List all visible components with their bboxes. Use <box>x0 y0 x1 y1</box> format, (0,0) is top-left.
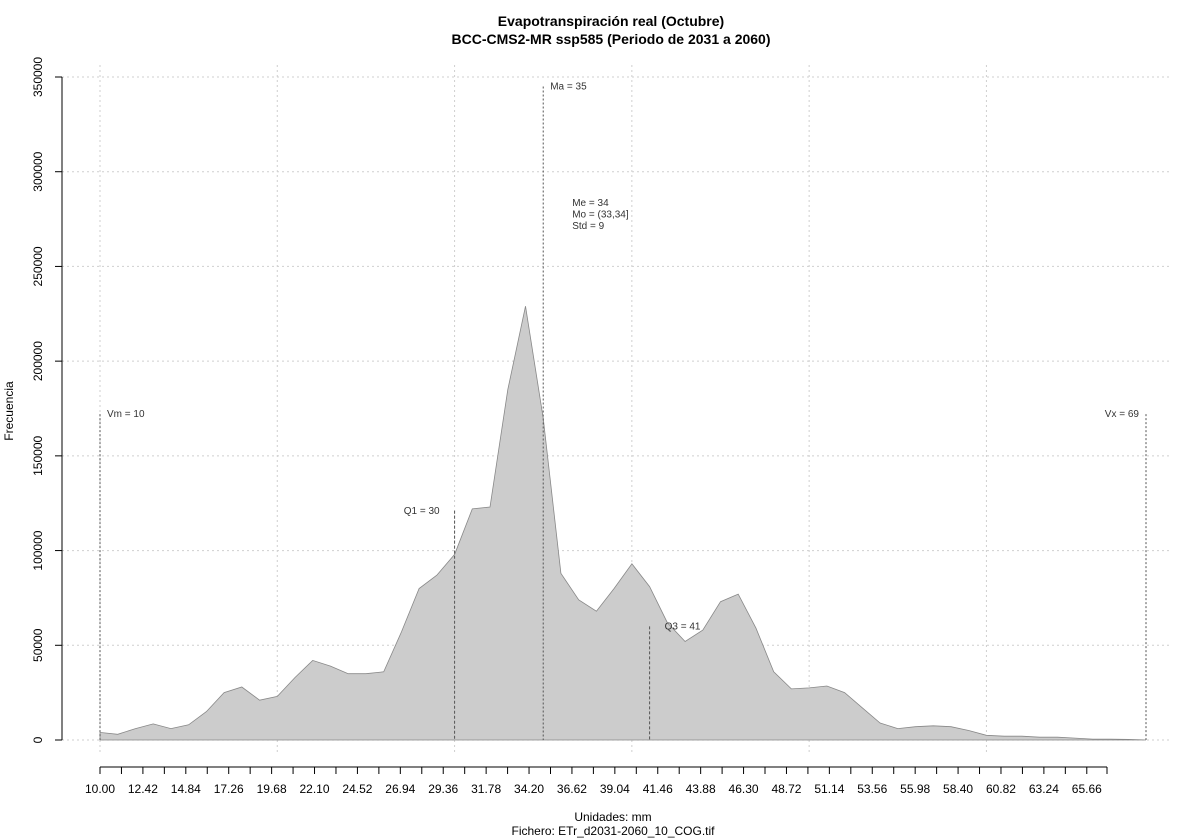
annotation-label-ma: Ma = 35 <box>550 81 587 92</box>
chart-title: Evapotranspiración real (Octubre) <box>498 13 724 29</box>
x-tick-label: 12.42 <box>128 782 158 796</box>
x-tick-label: 43.88 <box>686 782 716 796</box>
chart-subtitle: BCC-CMS2-MR ssp585 (Periodo de 2031 a 20… <box>452 31 771 47</box>
y-axis-label: Frecuencia <box>2 381 16 441</box>
stats-label: Me = 34 <box>572 198 609 209</box>
x-tick-label: 14.84 <box>171 782 201 796</box>
x-tick-label: 22.10 <box>300 782 330 796</box>
y-axis: 0 50000 100000 150000 200000 250000 300000 3500… <box>31 57 63 743</box>
annotation-label-q3: Q3 = 41 <box>665 621 701 632</box>
x-tick-label: 36.62 <box>557 782 587 796</box>
stats-label: Mo = (33,34] <box>572 210 629 221</box>
annotation-label-q1: Q1 = 30 <box>404 506 440 517</box>
annotation-label-vx: Vx = 69 <box>1105 409 1140 420</box>
x-axis: 10.00 12.42 14.84 17.26 19.68 22.10 24.52 26.94… <box>85 766 1108 796</box>
y-tick-label: 200000 <box>31 341 45 381</box>
x-tick-label: 10.00 <box>85 782 115 796</box>
frequency-area <box>99 306 1147 741</box>
y-tick-label: 50000 <box>31 628 45 662</box>
data-area <box>99 306 1147 741</box>
x-tick-label: 19.68 <box>257 782 287 796</box>
x-tick-label: 51.14 <box>814 782 844 796</box>
y-tick-label: 300000 <box>31 151 45 191</box>
annotation-lines <box>99 86 1147 740</box>
x-tick-label: 65.66 <box>1072 782 1102 796</box>
stats-label: Std = 9 <box>572 221 604 232</box>
x-tick-label: 58.40 <box>943 782 973 796</box>
x-tick-label: 46.30 <box>729 782 759 796</box>
x-tick-label: 31.78 <box>471 782 501 796</box>
y-tick-label: 350000 <box>31 57 45 97</box>
y-tick-label: 0 <box>31 736 45 743</box>
annotation-label-vm: Vm = 10 <box>107 409 145 420</box>
y-tick-label: 150000 <box>31 436 45 476</box>
annotations: Vm = 10 Q1 = 30 Ma = 35 Q3 = 41 Vx = 69 Me = … <box>107 81 1139 632</box>
file-label: Fichero: ETr_d2031-2060_10_COG.tif <box>512 824 716 838</box>
x-tick-label: 24.52 <box>342 782 372 796</box>
y-tick-label: 250000 <box>31 246 45 286</box>
x-tick-label: 17.26 <box>214 782 244 796</box>
x-tick-label: 39.04 <box>600 782 630 796</box>
x-tick-label: 48.72 <box>771 782 801 796</box>
y-tick-label: 100000 <box>31 530 45 570</box>
x-tick-label: 41.46 <box>643 782 673 796</box>
x-tick-label: 29.36 <box>428 782 458 796</box>
x-tick-label: 26.94 <box>385 782 415 796</box>
x-tick-label: 60.82 <box>986 782 1016 796</box>
x-tick-label: 63.24 <box>1029 782 1059 796</box>
x-tick-label: 34.20 <box>514 782 544 796</box>
x-tick-label: 53.56 <box>857 782 887 796</box>
x-tick-label: 55.98 <box>900 782 930 796</box>
x-axis-label: Unidades: mm <box>574 810 651 824</box>
